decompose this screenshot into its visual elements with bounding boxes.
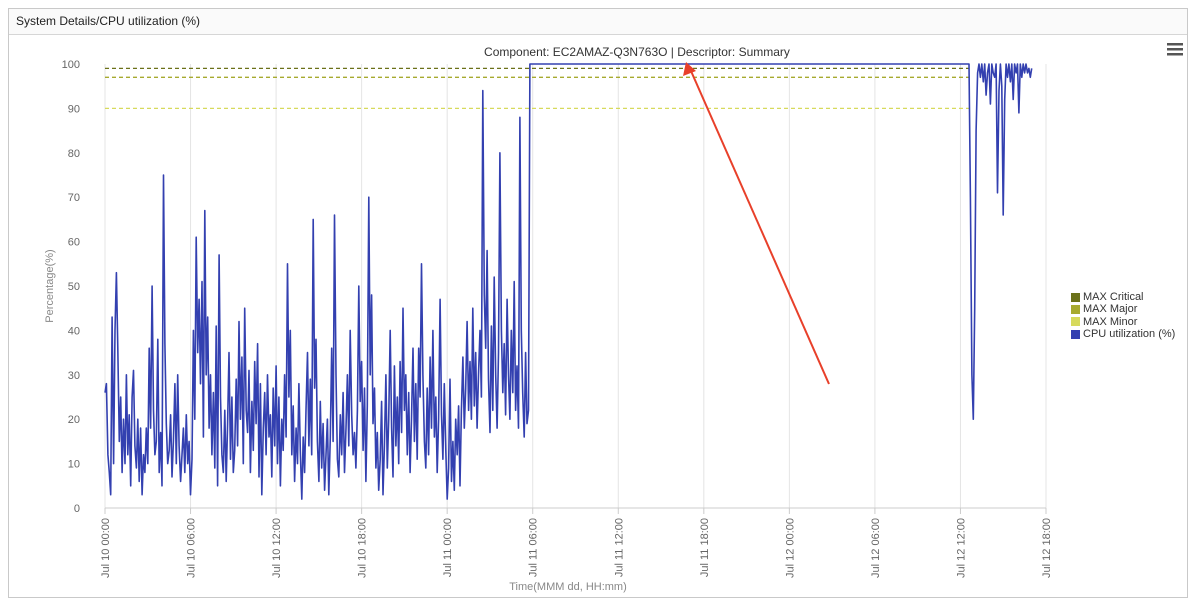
y-tick-labels: 0 10 20 30 40 50 60 70 80 90 100 [62, 59, 80, 515]
legend-swatch [1071, 292, 1080, 302]
legend-label: MAX Major [1083, 303, 1138, 316]
legend-label: MAX Critical [1083, 291, 1144, 304]
hamburger-menu-icon[interactable] [1162, 38, 1188, 60]
y-tick-label: 60 [68, 237, 80, 249]
chart-legend: MAX Critical MAX Major MAX Minor CPU utiliz… [1071, 291, 1175, 340]
y-tick-label: 70 [68, 192, 80, 204]
x-tick-label: Jul 12 00:00 [784, 518, 796, 578]
series-line-cpu-utilization [104, 63, 1033, 500]
panel-title: System Details/CPU utilization (%) [16, 14, 201, 28]
annotation-arrow [683, 62, 830, 385]
legend-item[interactable]: MAX Minor [1071, 316, 1175, 328]
x-tick-label: Jul 12 06:00 [870, 518, 882, 578]
x-tick-labels: Jul 10 00:00 Jul 10 06:00 Jul 10 12:00 Jul … [100, 518, 1053, 578]
x-tick-label: Jul 10 12:00 [271, 518, 283, 578]
x-tick-label: Jul 10 00:00 [100, 518, 112, 578]
legend-label: MAX Minor [1083, 315, 1138, 328]
y-tick-label: 90 [68, 103, 80, 115]
y-tick-label: 80 [68, 148, 80, 160]
legend-swatch [1071, 304, 1080, 314]
x-axis-label: Time(MMM dd, HH:mm) [509, 581, 627, 593]
series-lines [104, 63, 1033, 500]
x-tick-label: Jul 10 18:00 [357, 518, 369, 578]
legend-item[interactable]: CPU utilization (%) [1071, 328, 1175, 340]
y-tick-label: 10 [68, 459, 80, 471]
y-tick-label: 20 [68, 414, 80, 426]
grid-lines [104, 64, 1047, 514]
legend-label: CPU utilization (%) [1083, 328, 1176, 341]
legend-swatch [1071, 329, 1080, 339]
legend-swatch [1071, 317, 1080, 327]
y-tick-label: 100 [62, 59, 80, 71]
panel-header: System Details/CPU utilization (%) [9, 9, 1187, 35]
legend-item[interactable]: MAX Critical [1071, 291, 1175, 303]
x-tick-label: Jul 12 12:00 [955, 518, 967, 578]
y-tick-label: 30 [68, 370, 80, 382]
x-tick-label: Jul 11 00:00 [442, 518, 454, 577]
y-tick-label: 0 [74, 503, 80, 515]
x-tick-label: Jul 12 18:00 [1041, 518, 1053, 578]
x-tick-label: Jul 11 12:00 [613, 518, 625, 577]
legend-item[interactable]: MAX Major [1071, 303, 1175, 315]
threshold-lines [105, 67, 969, 110]
chart-title: Component: EC2AMAZ-Q3N763O | Descriptor:… [484, 45, 790, 59]
y-tick-label: 40 [68, 325, 80, 337]
x-tick-label: Jul 11 18:00 [699, 518, 711, 577]
x-tick-label: Jul 10 06:00 [186, 518, 198, 578]
y-axis-label: Percentage(%) [44, 249, 56, 322]
y-tick-label: 50 [68, 281, 80, 293]
x-tick-label: Jul 11 06:00 [528, 518, 540, 577]
